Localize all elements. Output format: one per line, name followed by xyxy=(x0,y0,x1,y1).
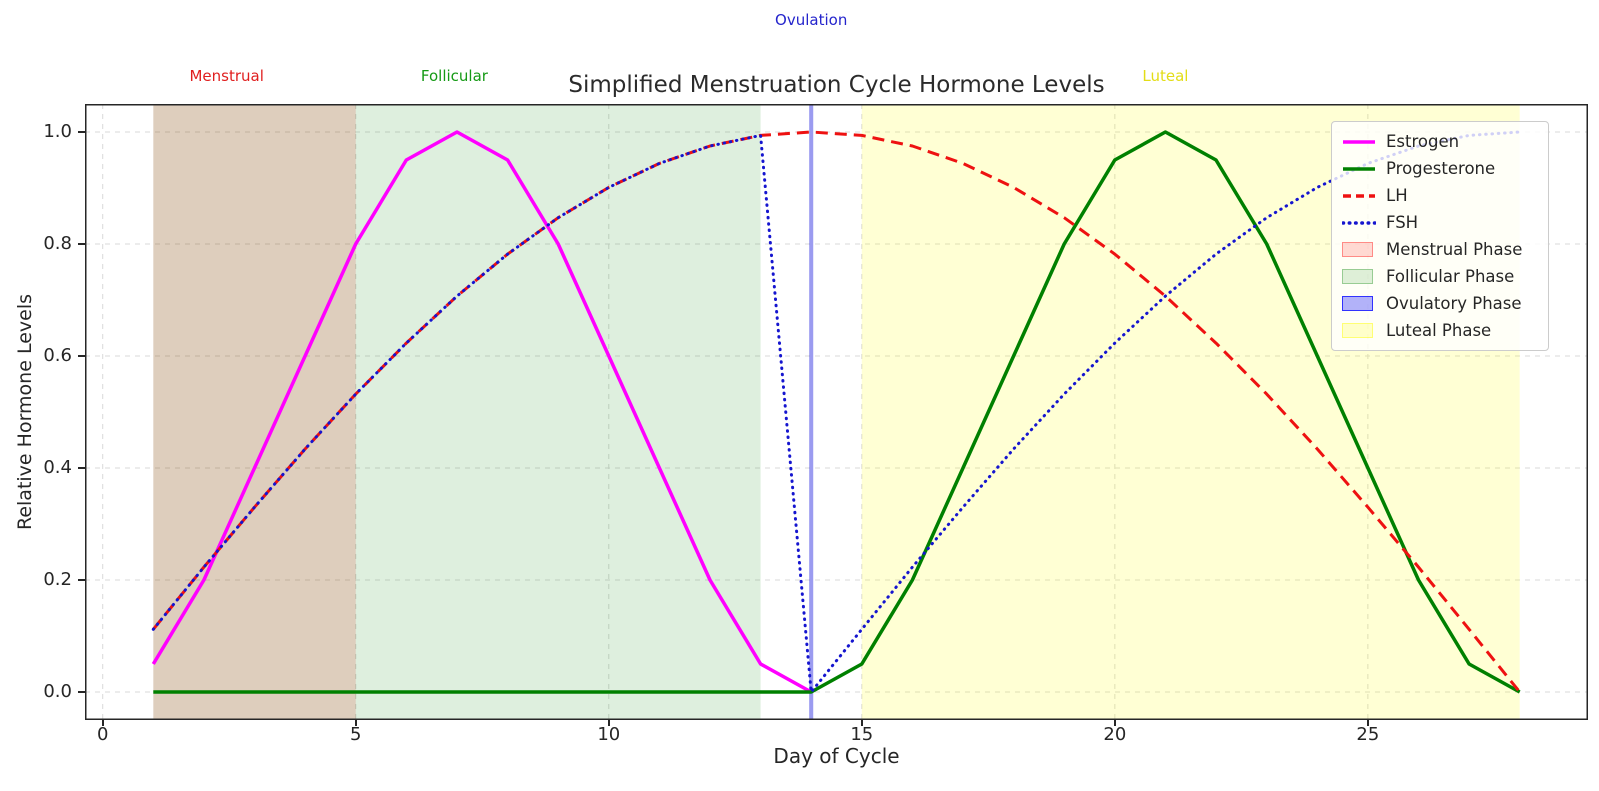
legend-patch-sample-luteal-phase xyxy=(1342,323,1376,338)
y-tick-label-1.0: 1.0 xyxy=(43,121,72,142)
legend-line-sample-estrogen xyxy=(1342,134,1376,150)
x-tick-label-10: 10 xyxy=(597,724,621,745)
x-tick-mark-5 xyxy=(354,720,357,726)
phase-annotation-follicular: Follicular xyxy=(420,67,488,85)
legend-label: FSH xyxy=(1386,213,1419,232)
legend-entry-fsh: FSH xyxy=(1342,209,1538,236)
x-tick-mark-20 xyxy=(1113,720,1116,726)
phase-span-menstrual-phase xyxy=(153,104,356,720)
legend-patch-sample-menstrual-phase xyxy=(1342,242,1376,257)
y-tick-label-0.0: 0.0 xyxy=(43,681,72,702)
x-tick-mark-15 xyxy=(860,720,863,726)
legend-label: Ovulatory Phase xyxy=(1386,294,1522,313)
x-tick-mark-0 xyxy=(101,720,104,726)
chart-title: Simplified Menstruation Cycle Hormone Le… xyxy=(568,72,1105,98)
legend-label: LH xyxy=(1386,186,1408,205)
legend-label: Luteal Phase xyxy=(1386,321,1492,340)
legend-line-sample-fsh xyxy=(1342,215,1376,231)
legend-label: Menstrual Phase xyxy=(1386,240,1523,259)
phase-annotation-menstrual: Menstrual xyxy=(189,67,264,85)
x-tick-label-20: 20 xyxy=(1103,724,1127,745)
legend-entry-menstrual-phase: Menstrual Phase xyxy=(1342,236,1538,263)
legend-line-sample-progesterone xyxy=(1342,161,1376,177)
x-tick-mark-25 xyxy=(1366,720,1369,726)
legend-label: Progesterone xyxy=(1386,159,1496,178)
legend-label: Follicular Phase xyxy=(1386,267,1515,286)
axes-frame xyxy=(85,104,1588,720)
y-tick-label-0.4: 0.4 xyxy=(43,457,72,478)
legend-entry-progesterone: Progesterone xyxy=(1342,155,1538,182)
y-axis-title-text: Relative Hormone Levels xyxy=(14,293,36,531)
phase-annotation-luteal: Luteal xyxy=(1142,67,1189,85)
legend-entry-ovulatory-phase: Ovulatory Phase xyxy=(1342,290,1538,317)
y-tick-label-0.6: 0.6 xyxy=(43,345,72,366)
phase-span-ovulatory-phase xyxy=(809,104,814,720)
legend-patch-sample-ovulatory-phase xyxy=(1342,296,1376,311)
phase-annotation-ovulation: Ovulation xyxy=(775,11,848,29)
legend-patch-sample-follicular-phase xyxy=(1342,269,1376,284)
series-fsh-line xyxy=(151,130,1522,694)
legend-line-sample-lh xyxy=(1342,188,1376,204)
x-tick-label-15: 15 xyxy=(850,724,874,745)
x-tick-label-0: 0 xyxy=(96,724,109,745)
x-axis-title: Day of Cycle xyxy=(773,744,900,768)
y-tick-label-0.2: 0.2 xyxy=(43,569,72,590)
y-tick-mark-0.2 xyxy=(78,579,85,581)
y-tick-mark-0.4 xyxy=(78,467,85,469)
y-tick-mark-0.8 xyxy=(78,243,85,245)
series-estrogen-line xyxy=(151,130,813,694)
y-tick-label-0.8: 0.8 xyxy=(43,233,72,254)
legend: Estrogen Progesterone LH FSH Menstrual Phase… xyxy=(1331,121,1549,351)
x-tick-label-25: 25 xyxy=(1356,724,1380,745)
legend-entry-luteal-phase: Luteal Phase xyxy=(1342,317,1538,344)
x-tick-label-5: 5 xyxy=(350,724,362,745)
y-tick-mark-1.0 xyxy=(78,131,85,133)
y-tick-mark-0.0 xyxy=(78,691,85,693)
series-progesterone-line xyxy=(153,130,1521,694)
plot-canvas xyxy=(85,104,1588,720)
legend-entry-lh: LH xyxy=(1342,182,1538,209)
legend-label: Estrogen xyxy=(1386,132,1460,151)
plot-area xyxy=(85,104,1588,720)
x-tick-mark-10 xyxy=(607,720,610,726)
legend-entry-estrogen: Estrogen xyxy=(1342,128,1538,155)
legend-entry-follicular-phase: Follicular Phase xyxy=(1342,263,1538,290)
phase-span-follicular-phase xyxy=(153,104,761,720)
y-tick-mark-0.6 xyxy=(78,355,85,357)
